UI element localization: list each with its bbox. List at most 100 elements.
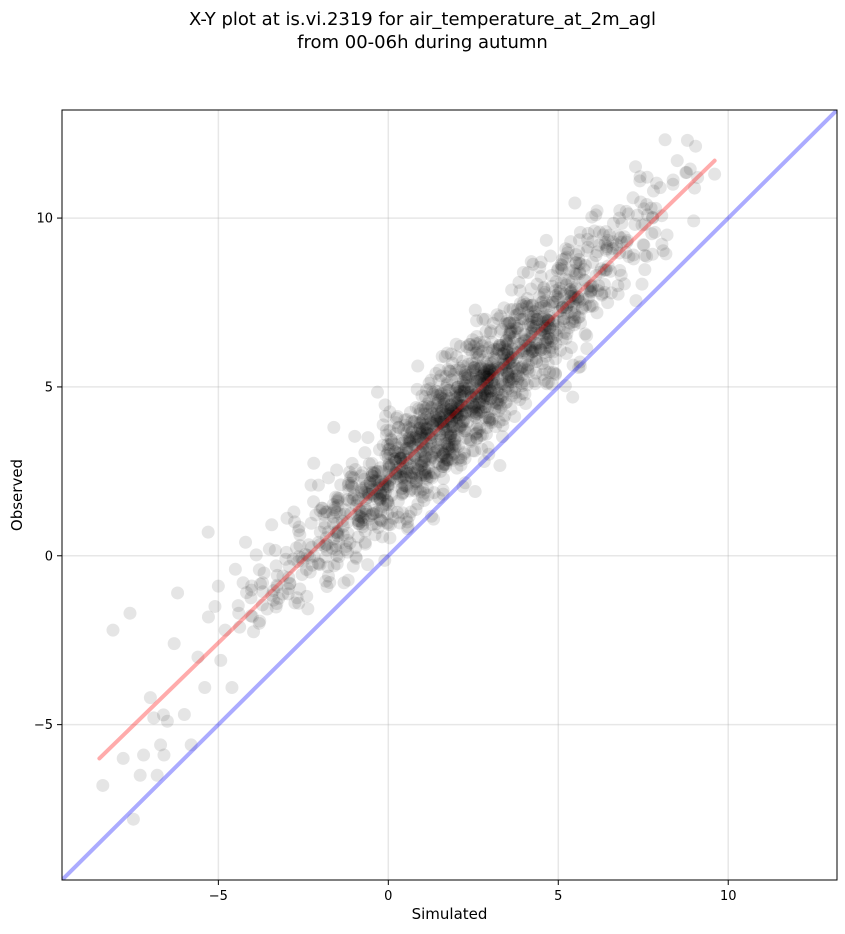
scatter-point <box>454 339 468 353</box>
scatter-point <box>473 422 487 436</box>
scatter-point <box>244 609 258 623</box>
scatter-point <box>393 516 407 530</box>
scatter-point <box>469 427 483 441</box>
scatter-point <box>265 518 279 532</box>
scatter-point <box>407 415 421 429</box>
scatter-point <box>191 650 205 664</box>
scatter-point <box>481 382 495 396</box>
scatter-point <box>589 268 603 282</box>
scatter-point <box>416 413 430 427</box>
scatter-point <box>621 234 635 248</box>
scatter-point <box>501 350 515 364</box>
scatter-point <box>453 421 467 435</box>
scatter-point <box>580 341 594 355</box>
scatter-point <box>464 380 478 394</box>
scatter-point <box>515 360 529 374</box>
scatter-point <box>666 177 680 191</box>
scatter-point <box>247 625 261 639</box>
scatter-point <box>470 431 484 445</box>
scatter-point <box>421 407 435 421</box>
scatter-point <box>468 400 482 414</box>
scatter-point <box>449 410 463 424</box>
scatter-point <box>394 451 408 465</box>
scatter-point <box>434 433 448 447</box>
scatter-point <box>469 405 483 419</box>
scatter-point <box>498 378 512 392</box>
scatter-point <box>499 358 513 372</box>
scatter-point <box>543 321 557 335</box>
scatter-point <box>382 458 396 472</box>
scatter-point <box>355 504 369 518</box>
scatter-point <box>540 377 554 391</box>
scatter-point <box>253 614 267 628</box>
scatter-point <box>522 365 536 379</box>
scatter-point <box>515 299 529 313</box>
scatter-point <box>471 425 485 439</box>
scatter-point <box>350 494 364 508</box>
scatter-point <box>376 438 390 452</box>
scatter-point <box>492 361 506 375</box>
scatter-point <box>365 465 379 479</box>
scatter-point <box>472 406 486 420</box>
scatter-point <box>406 461 420 475</box>
scatter-point <box>545 341 559 355</box>
scatter-point <box>469 374 483 388</box>
scatter-point <box>431 433 445 447</box>
scatter-point <box>469 346 483 360</box>
scatter-point <box>454 397 468 411</box>
scatter-point <box>586 280 600 294</box>
scatter-point <box>430 388 444 402</box>
scatter-point <box>352 502 366 516</box>
scatter-point <box>437 400 451 414</box>
scatter-point <box>477 367 491 381</box>
scatter-point <box>515 361 529 375</box>
scatter-point <box>518 355 532 369</box>
scatter-point <box>506 372 520 386</box>
scatter-point <box>471 403 485 417</box>
scatter-point <box>442 440 456 454</box>
scatter-point <box>476 388 490 402</box>
scatter-point <box>428 446 442 460</box>
scatter-point <box>383 424 397 438</box>
scatter-point <box>526 345 540 359</box>
scatter-point <box>454 408 468 422</box>
scatter-point <box>156 708 170 722</box>
scatter-point <box>461 357 475 371</box>
scatter-point <box>619 204 633 218</box>
scatter-point <box>474 369 488 383</box>
scatter-point <box>411 433 425 447</box>
scatter-point <box>418 402 432 416</box>
scatter-point <box>475 369 489 383</box>
scatter-point <box>600 242 614 256</box>
scatter-point <box>396 457 410 471</box>
scatter-point <box>400 425 414 439</box>
scatter-point <box>366 470 380 484</box>
scatter-point <box>417 407 431 421</box>
scatter-point <box>467 400 481 414</box>
scatter-points <box>96 133 722 826</box>
scatter-point <box>356 520 370 534</box>
scatter-point <box>480 375 494 389</box>
scatter-point <box>492 340 506 354</box>
scatter-point <box>556 312 570 326</box>
scatter-point <box>443 364 457 378</box>
scatter-point <box>567 311 581 325</box>
scatter-point <box>358 524 372 538</box>
scatter-point <box>573 294 587 308</box>
scatter-point <box>442 391 456 405</box>
scatter-point <box>567 264 581 278</box>
scatter-point <box>619 246 633 260</box>
scatter-point <box>460 340 474 354</box>
scatter-point <box>476 405 490 419</box>
scatter-point <box>444 347 458 361</box>
scatter-point <box>443 427 457 441</box>
scatter-point <box>634 195 648 209</box>
scatter-point <box>553 304 567 318</box>
scatter-point <box>425 509 439 523</box>
scatter-point <box>345 456 359 470</box>
scatter-point <box>500 345 514 359</box>
scatter-point <box>503 355 517 369</box>
x-tick-label: 0 <box>384 889 392 904</box>
scatter-point <box>305 540 319 554</box>
scatter-point <box>362 490 376 504</box>
